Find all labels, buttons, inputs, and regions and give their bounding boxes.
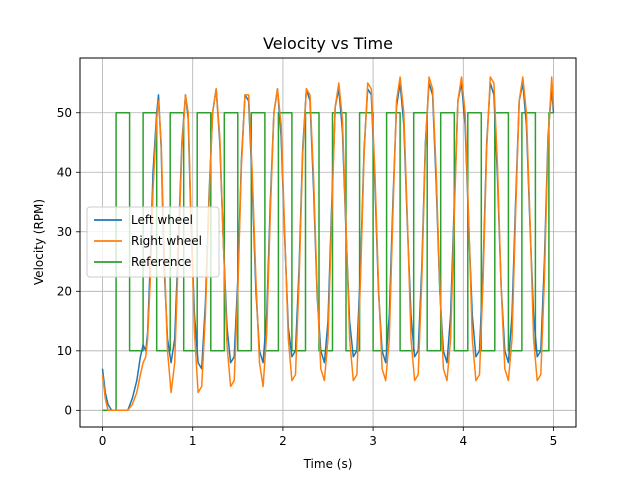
chart-title: Velocity vs Time [263, 34, 393, 53]
x-tick-label: 5 [550, 434, 558, 448]
y-tick-label: 10 [57, 344, 72, 358]
x-tick-label: 0 [99, 434, 107, 448]
legend: Left wheel Right wheel Reference [86, 206, 220, 278]
y-axis-ticks: 0 10 20 30 40 50 [57, 106, 80, 417]
x-tick-label: 4 [459, 434, 467, 448]
x-axis-ticks: 0 1 2 3 4 5 [99, 427, 558, 448]
legend-label: Right wheel [131, 234, 202, 248]
plot-area-frame [79, 57, 577, 428]
y-tick-label: 40 [57, 165, 72, 179]
y-tick-label: 20 [57, 284, 72, 298]
y-tick-label: 50 [57, 106, 72, 120]
legend-label: Reference [131, 255, 191, 269]
y-tick-label: 30 [57, 225, 72, 239]
x-tick-label: 2 [279, 434, 287, 448]
legend-box [86, 206, 220, 278]
legend-label: Left wheel [131, 213, 193, 227]
x-tick-label: 3 [369, 434, 377, 448]
series-line-right-wheel [101, 76, 555, 412]
x-axis-label: Time (s) [303, 457, 353, 471]
y-axis-label: Velocity (RPM) [32, 199, 46, 285]
y-tick-label: 0 [64, 403, 72, 417]
x-tick-label: 1 [189, 434, 197, 448]
plot-series [101, 76, 555, 412]
